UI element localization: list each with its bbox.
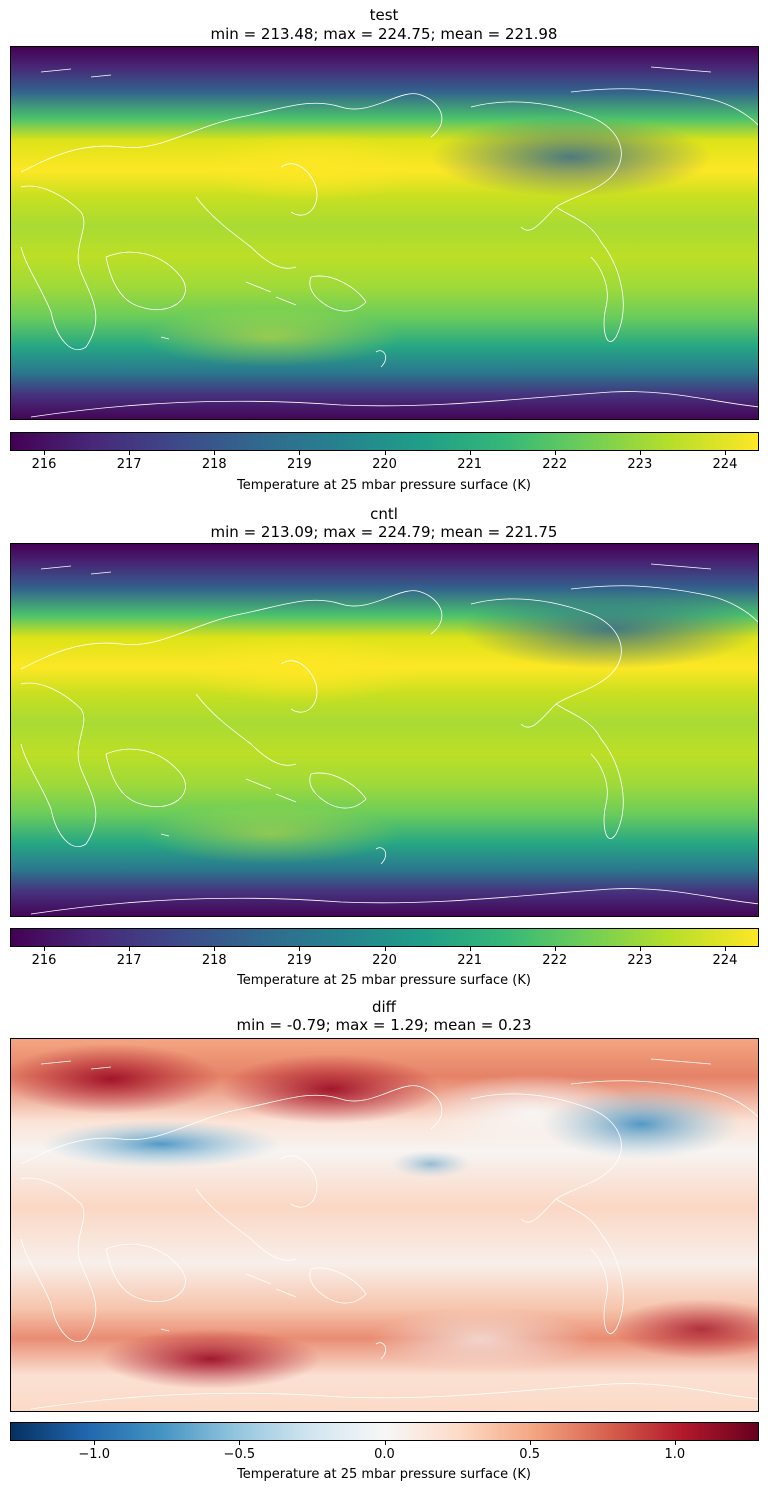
colorbar-tick-mark [384, 451, 386, 455]
colorbar-tick-label: 223 [627, 457, 653, 472]
colorbar-diff [10, 1422, 759, 1441]
colorbar-tick-label: 219 [286, 457, 312, 472]
map-cntl [10, 543, 759, 917]
map-diff [10, 1038, 759, 1412]
panel-stats-diff: min = -0.79; max = 1.29; mean = 0.23 [236, 1016, 532, 1034]
map-cntl-svg [11, 544, 758, 916]
colorbar-tick-mark [554, 947, 556, 951]
colorbar-tick-label: 1.0 [664, 1447, 686, 1462]
colorbar-tick-mark [724, 451, 726, 455]
colorbar-tick-mark [129, 947, 131, 951]
colorbar-label-cntl: Temperature at 25 mbar pressure surface … [237, 973, 531, 988]
colorbar-ticks-test: 216 217 218 219 220 221 222 223 224 [10, 451, 759, 472]
colorbar-tick-label: 216 [31, 457, 57, 472]
colorbar-tick-label: 216 [31, 953, 57, 968]
colorbar-tick-mark [214, 451, 216, 455]
colorbar-tick-mark [214, 947, 216, 951]
colorbar-tick-label: 218 [201, 457, 227, 472]
colorbar-ticks-diff: −1.0 −0.5 0.0 0.5 1.0 [10, 1441, 759, 1462]
colorbar-tick-label: −1.0 [78, 1447, 110, 1462]
colorbar-tick-mark [44, 451, 46, 455]
colorbar-tick-mark [299, 947, 301, 951]
colorbar-tick-label: 0.0 [374, 1447, 395, 1462]
colorbar-label-test: Temperature at 25 mbar pressure surface … [237, 478, 531, 493]
colorbar-tick-label: 221 [457, 457, 483, 472]
colorbar-tick-mark [639, 947, 641, 951]
colorbar-tick-label: 219 [286, 953, 312, 968]
colorbar-tick-label: 0.5 [519, 1447, 540, 1462]
panel-title-test: test [369, 6, 399, 24]
colorbar-tick-label: 220 [372, 953, 397, 968]
colorbar-tick-mark [384, 1441, 386, 1445]
colorbar-tick-mark [724, 947, 726, 951]
colorbar-tick-mark [469, 947, 471, 951]
colorbar-tick-label: 223 [627, 953, 653, 968]
colorbar-tick-mark [639, 451, 641, 455]
map-test [10, 46, 759, 420]
colorbar-tick-mark [384, 947, 386, 951]
colorbar-label-diff: Temperature at 25 mbar pressure surface … [237, 1467, 531, 1482]
colorbar-ticks-cntl: 216 217 218 219 220 221 222 223 224 [10, 947, 759, 968]
colorbar-tick-mark [529, 1441, 531, 1445]
colorbar-tick-label: 221 [457, 953, 483, 968]
colorbar-tick-label: 224 [712, 953, 738, 968]
panel-stats-test: min = 213.48; max = 224.75; mean = 221.9… [210, 25, 558, 43]
colorbar-tick-label: 218 [201, 953, 227, 968]
colorbar-tick-label: 222 [542, 457, 568, 472]
map-test-svg [11, 47, 758, 419]
panel-title-cntl: cntl [370, 505, 398, 523]
colorbar-tick-label: 217 [116, 457, 142, 472]
colorbar-tick-label: 224 [712, 457, 738, 472]
colorbar-tick-label: −0.5 [223, 1447, 256, 1462]
colorbar-tick-label: 222 [542, 953, 568, 968]
colorbar-tick-mark [554, 451, 556, 455]
colorbar-tick-mark [94, 1441, 96, 1445]
colorbar-tick-label: 217 [116, 953, 142, 968]
colorbar-tick-mark [469, 451, 471, 455]
colorbar-tick-label: 220 [372, 457, 397, 472]
map-diff-svg [11, 1039, 758, 1411]
colorbar-test [10, 432, 759, 451]
colorbar-tick-mark [44, 947, 46, 951]
colorbar-cntl [10, 928, 759, 947]
colorbar-tick-mark [299, 451, 301, 455]
panel-title-diff: diff [371, 998, 397, 1016]
colorbar-tick-mark [129, 451, 131, 455]
colorbar-tick-mark [674, 1441, 676, 1445]
panel-stats-cntl: min = 213.09; max = 224.79; mean = 221.7… [210, 523, 558, 541]
colorbar-tick-mark [239, 1441, 241, 1445]
